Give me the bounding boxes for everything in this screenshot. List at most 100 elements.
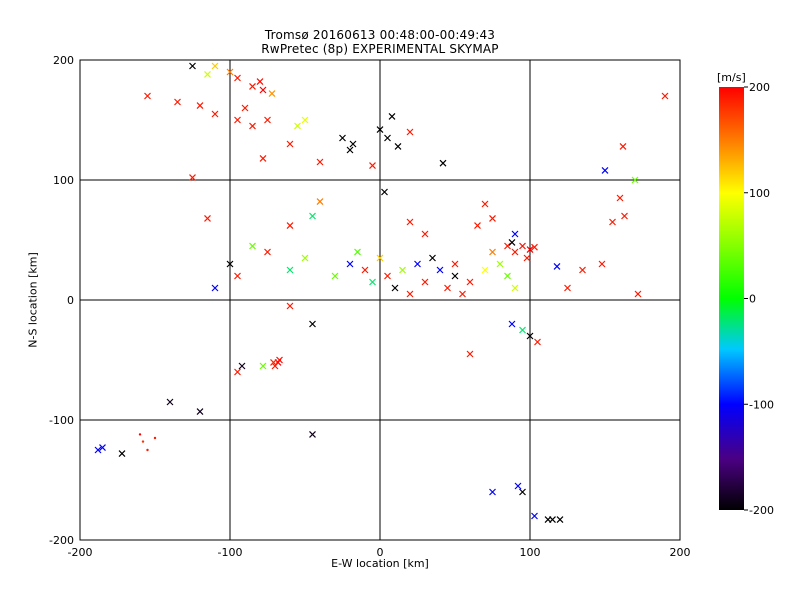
y-tick-label: -200 bbox=[49, 534, 74, 547]
data-point-cross bbox=[211, 110, 219, 118]
data-point-cross bbox=[519, 488, 526, 496]
data-point-dot bbox=[153, 436, 157, 440]
grid-lines bbox=[80, 60, 680, 540]
data-point-cross bbox=[376, 254, 384, 262]
data-point-cross bbox=[241, 104, 249, 112]
data-point-cross bbox=[349, 140, 357, 148]
data-point-cross bbox=[204, 214, 211, 222]
data-point-cross bbox=[309, 212, 316, 220]
data-points bbox=[94, 62, 669, 524]
x-tick-label: 0 bbox=[377, 546, 384, 559]
colorbar bbox=[719, 87, 744, 510]
data-point-cross bbox=[388, 112, 396, 120]
chart-subtitle: RwPretec (8p) EXPERIMENTAL SKYMAP bbox=[261, 42, 499, 56]
data-point-cross bbox=[301, 254, 309, 262]
data-point-cross bbox=[309, 320, 316, 328]
data-point-cross bbox=[99, 444, 106, 452]
data-point-cross bbox=[94, 446, 102, 454]
x-tick-label: 100 bbox=[520, 546, 541, 559]
data-point-dot bbox=[138, 433, 142, 436]
data-point-cross bbox=[238, 362, 246, 370]
data-point-cross bbox=[601, 166, 609, 174]
data-point-cross bbox=[301, 116, 309, 124]
data-point-cross bbox=[211, 284, 219, 292]
data-point-cross bbox=[519, 242, 526, 250]
data-point-cross bbox=[609, 218, 616, 226]
data-point-cross bbox=[508, 320, 516, 328]
x-axis-title: E-W location [km] bbox=[331, 557, 429, 570]
colorbar-ticks: -200 -100 0 100 200 bbox=[744, 81, 774, 517]
data-point-cross bbox=[249, 82, 256, 90]
data-point-cross bbox=[384, 272, 391, 280]
data-point-cross bbox=[519, 326, 526, 334]
data-point-cross bbox=[489, 488, 496, 496]
data-point-cross bbox=[466, 350, 474, 358]
data-point-cross bbox=[234, 368, 241, 376]
data-point-cross bbox=[331, 272, 339, 280]
data-point-cross bbox=[406, 290, 414, 298]
data-point-cross bbox=[294, 122, 301, 130]
data-point-cross bbox=[346, 146, 354, 154]
data-point-cross bbox=[523, 254, 531, 262]
data-point-cross bbox=[264, 248, 271, 256]
data-point-cross bbox=[556, 516, 564, 524]
data-point-cross bbox=[271, 362, 279, 370]
data-point-cross bbox=[474, 222, 481, 230]
data-point-cross bbox=[381, 188, 388, 196]
data-point-cross bbox=[339, 134, 346, 142]
data-point-cross bbox=[286, 140, 294, 148]
x-tick-label: -100 bbox=[218, 546, 243, 559]
data-point-cross bbox=[369, 162, 376, 170]
data-point-cross bbox=[508, 238, 516, 246]
data-point-cross bbox=[549, 516, 556, 524]
data-point-cross bbox=[316, 198, 324, 206]
data-point-cross bbox=[489, 214, 496, 222]
data-point-cross bbox=[504, 242, 511, 250]
data-point-cross bbox=[661, 92, 669, 100]
data-point-cross bbox=[466, 278, 474, 286]
data-point-cross bbox=[406, 128, 414, 136]
data-point-cross bbox=[174, 98, 181, 106]
data-point-cross bbox=[406, 218, 414, 226]
data-point-cross bbox=[118, 450, 126, 458]
data-point-cross bbox=[259, 154, 267, 162]
data-point-cross bbox=[189, 174, 196, 182]
y-tick-label: -100 bbox=[49, 414, 74, 427]
data-point-cross bbox=[189, 62, 196, 70]
data-point-cross bbox=[511, 248, 519, 256]
data-point-cross bbox=[144, 92, 151, 100]
data-point-cross bbox=[361, 266, 369, 274]
data-point-cross bbox=[631, 176, 639, 184]
data-point-cross bbox=[259, 86, 267, 94]
data-point-cross bbox=[531, 243, 538, 251]
data-point-cross bbox=[276, 356, 283, 364]
data-point-cross bbox=[534, 338, 541, 346]
data-point-cross bbox=[511, 230, 519, 238]
data-point-cross bbox=[316, 158, 324, 166]
data-point-cross bbox=[421, 278, 429, 286]
data-point-cross bbox=[309, 430, 316, 438]
data-point-cross bbox=[531, 512, 538, 520]
data-point-cross bbox=[481, 266, 489, 274]
data-point-cross bbox=[616, 194, 624, 202]
data-point-cross bbox=[399, 266, 406, 274]
y-tick-label: 200 bbox=[53, 54, 74, 67]
data-point-cross bbox=[354, 248, 361, 256]
data-point-cross bbox=[496, 260, 504, 268]
data-point-cross bbox=[514, 482, 522, 490]
data-point-cross bbox=[234, 272, 241, 280]
data-point-cross bbox=[421, 230, 429, 238]
data-point-cross bbox=[451, 272, 459, 280]
data-point-dot bbox=[146, 448, 149, 452]
data-point-cross bbox=[394, 142, 402, 150]
axes: -200 -100 0 100 200 -200 -100 0 100 200 bbox=[49, 54, 690, 559]
data-point-cross bbox=[270, 358, 277, 366]
data-point-cross bbox=[451, 260, 459, 268]
y-axis-title: N-S location [km] bbox=[26, 252, 40, 348]
x-tick-label: 200 bbox=[670, 546, 691, 559]
colorbar-tick-label: -100 bbox=[749, 398, 774, 411]
data-point-cross bbox=[376, 126, 384, 134]
data-point-cross bbox=[196, 408, 204, 416]
data-point-cross bbox=[286, 222, 294, 230]
